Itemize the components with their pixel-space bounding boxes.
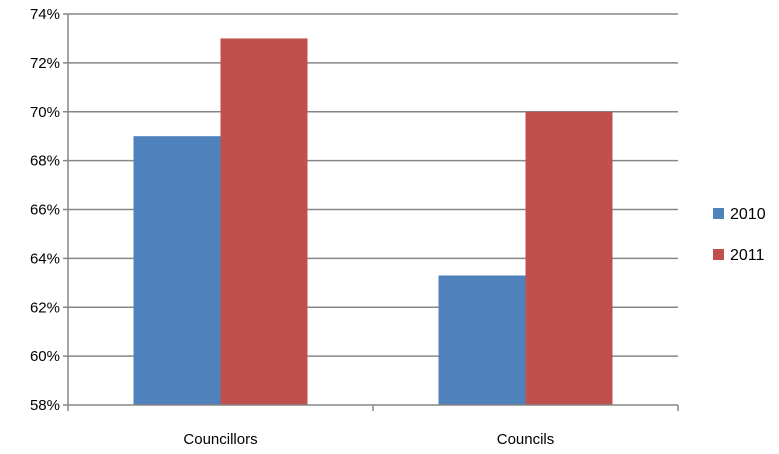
x-category-label: Councils bbox=[497, 431, 555, 448]
legend-swatch-2010 bbox=[713, 208, 724, 219]
y-tick-label: 72% bbox=[30, 55, 60, 72]
legend-label-2011: 2011 bbox=[730, 247, 765, 264]
y-tick-label: 62% bbox=[30, 299, 60, 316]
y-tick-label: 70% bbox=[30, 104, 60, 121]
bar-2011-councillors bbox=[220, 38, 308, 405]
axes bbox=[63, 13, 679, 411]
legend: 2010 2011 bbox=[713, 206, 766, 264]
bars bbox=[133, 38, 613, 405]
bar-2010-councillors bbox=[133, 136, 221, 405]
legend-swatch-2011 bbox=[713, 249, 724, 260]
y-tick-label: 58% bbox=[30, 397, 60, 414]
y-tick-labels: 58% 60% 62% 64% 66% 68% 70% 72% 74% bbox=[30, 6, 60, 414]
y-tick-label: 74% bbox=[30, 6, 60, 23]
x-category-labels: Councillors Councils bbox=[183, 431, 554, 448]
bar-2011-councils bbox=[525, 111, 613, 405]
legend-label-2010: 2010 bbox=[730, 206, 766, 223]
x-category-label: Councillors bbox=[183, 431, 257, 448]
bar-2010-councils bbox=[438, 275, 526, 405]
y-tick-label: 68% bbox=[30, 153, 60, 170]
y-tick-label: 60% bbox=[30, 348, 60, 365]
y-tick-label: 66% bbox=[30, 202, 60, 219]
y-tick-label: 64% bbox=[30, 250, 60, 267]
